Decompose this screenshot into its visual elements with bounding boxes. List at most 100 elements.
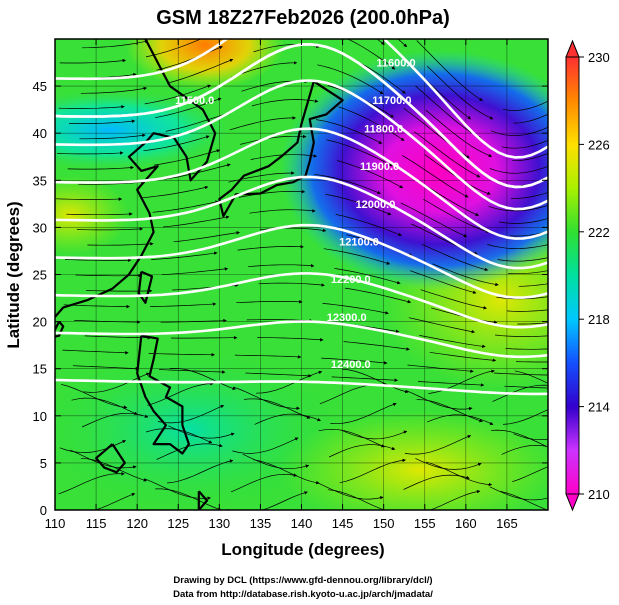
streamline [340, 429, 408, 440]
contour-line [55, 127, 548, 240]
streamline [251, 99, 319, 107]
streamline [151, 251, 218, 260]
streamline [489, 165, 548, 174]
x-axis: 110 115 120 125 130 135 140 145 150 155 160 165 [45, 39, 518, 531]
streamline [68, 119, 136, 124]
streamline [409, 270, 477, 294]
x-tick-label: 165 [496, 516, 518, 531]
contour-label: 12200.0 [331, 274, 371, 286]
streamline [142, 185, 209, 199]
height-contours: 11500.011600.011700.011800.011900.012000… [55, 39, 548, 396]
y-tick-label: 15 [33, 362, 47, 377]
streamline [510, 192, 548, 199]
streamline [330, 402, 397, 425]
x-tick-label: 160 [455, 516, 477, 531]
x-axis-title: Longitude (degrees) [221, 540, 384, 559]
streamline [502, 409, 548, 425]
streamline [512, 152, 548, 162]
streamline [513, 113, 548, 124]
streamline [402, 155, 469, 198]
contour-line [55, 320, 548, 359]
streamline [67, 165, 134, 170]
streamline [425, 461, 493, 487]
streamline [78, 180, 145, 185]
streamline [501, 139, 548, 149]
credit-drawing: Drawing by DCL (https://www.gfd-dennou.o… [173, 575, 432, 586]
streamline [64, 258, 132, 263]
streamline [167, 58, 234, 84]
streamline [234, 354, 302, 359]
x-tick-label: 110 [45, 516, 66, 531]
field-teal-south [55, 350, 340, 510]
streamline [496, 296, 548, 300]
streamline [508, 270, 548, 275]
x-tick-label: 115 [86, 516, 107, 531]
streamline [344, 287, 412, 304]
streamline [63, 304, 130, 309]
streamline [407, 364, 474, 373]
streamline [93, 493, 136, 510]
colorbar-tick-label: 218 [588, 312, 610, 327]
streamline [416, 40, 483, 102]
y-tick-label: 35 [33, 173, 47, 188]
streamline [147, 381, 214, 406]
streamline [145, 428, 213, 444]
streamline [335, 214, 402, 237]
streamline [490, 126, 548, 136]
streamline [72, 28, 138, 33]
streamline [245, 372, 312, 378]
streamline [144, 84, 212, 105]
colorbar-tick-label: 226 [588, 137, 610, 152]
coastline-segment [197, 490, 209, 510]
streamline [168, 425, 235, 439]
streamline [76, 227, 144, 231]
y-tick-label: 20 [33, 315, 47, 330]
streamline [425, 109, 493, 157]
streamline [155, 488, 222, 510]
streamline [317, 482, 384, 500]
streamline [336, 160, 404, 189]
streamline [145, 39, 202, 58]
streamline [325, 193, 392, 216]
streamline [404, 435, 472, 455]
streamline [156, 46, 223, 71]
streamline [57, 151, 124, 155]
x-tick-label: 125 [167, 516, 189, 531]
contour-label: 11900.0 [360, 161, 399, 173]
streamline [413, 131, 481, 178]
streamline [80, 86, 148, 94]
colorbar-ticks: 210 214 218 222 226 230 [579, 50, 610, 502]
streamline [315, 119, 383, 144]
streamline [238, 189, 306, 198]
streamline [167, 459, 234, 484]
streamline [244, 398, 311, 419]
streamline [495, 334, 548, 337]
colorbar: 210 214 218 222 226 230 [565, 39, 610, 512]
streamline [421, 243, 489, 272]
streamline [61, 383, 128, 409]
coastline [55, 39, 344, 510]
contour-label: 12000.0 [356, 199, 396, 211]
streamline [415, 85, 482, 140]
streamline [408, 317, 476, 334]
streamline [229, 116, 296, 131]
streamline [59, 58, 127, 64]
streamline [506, 309, 548, 312]
streamline [347, 39, 396, 70]
streamline [55, 197, 123, 201]
colorbar-top-triangle [565, 39, 580, 58]
colorbar-gradient [565, 56, 580, 495]
streamline [62, 349, 129, 355]
x-tick-label: 155 [414, 516, 436, 531]
contour-label: 11800.0 [364, 123, 403, 135]
contour-line [55, 272, 548, 329]
streamline [323, 248, 391, 265]
contour-label: 12100.0 [339, 237, 379, 249]
streamline [314, 174, 381, 195]
y-tick-label: 40 [33, 126, 47, 141]
streamline [84, 335, 152, 340]
streamline [492, 384, 548, 402]
streamline [230, 473, 298, 493]
streamline [489, 486, 548, 501]
